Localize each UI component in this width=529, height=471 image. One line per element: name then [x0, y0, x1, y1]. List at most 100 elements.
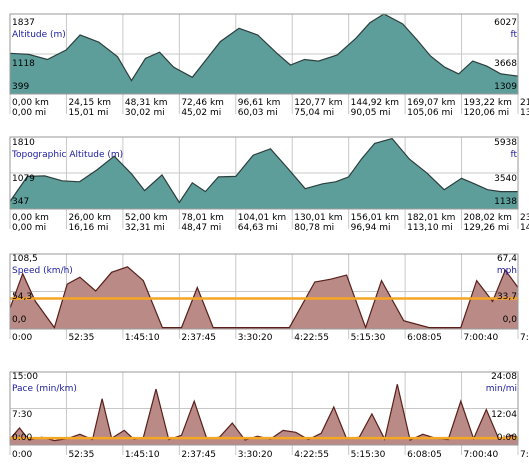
x-tick-label: 3:30:20 — [238, 333, 273, 343]
topo-y-max-right: 5938 — [494, 138, 517, 148]
altitude-y-min-left: 399 — [12, 82, 30, 92]
x-tick-label: 96,94 mi — [351, 223, 391, 233]
x-tick-label: 193,22 km — [464, 98, 512, 108]
x-tick-label: 0,00 km — [12, 98, 49, 108]
x-tick-label: 234,0 — [520, 213, 529, 223]
x-tick-label: 135,0 — [520, 108, 529, 118]
x-tick-label: 5:15:30 — [351, 450, 386, 460]
x-tick-label: 52:35 — [68, 450, 94, 460]
plot-frame — [9, 253, 519, 330]
topographic-altitude-panel: 0,00 km 26,00 km 52,00 km 78,01 km 104,01 km… — [0, 121, 529, 242]
speed-y-min-right: 0,0 — [502, 315, 517, 325]
speed-y-max-right: 67,4 — [496, 254, 517, 264]
x-tick-label: 3:30:20 — [238, 450, 273, 460]
pace-y-max-left: 15:00 — [12, 372, 38, 382]
speed-title: Speed (km/h) — [12, 266, 73, 276]
x-tick-label: 26,00 km — [68, 213, 111, 223]
x-tick-label: 2:37:45 — [181, 450, 216, 460]
pace-panel: 0:00 52:35 1:45:10 2:37:45 3:30:20 4:22:55 5:1… — [0, 357, 529, 471]
x-tick-label: 45,02 mi — [181, 108, 221, 118]
altitude-y-mid-left: 1118 — [12, 59, 35, 69]
x-tick-label: 72,46 km — [181, 98, 224, 108]
x-tick-label: 80,78 mi — [294, 223, 334, 233]
speed-y-min-left: 0,0 — [12, 315, 27, 325]
x-tick-label: 4:22:55 — [294, 450, 329, 460]
x-tick-label: 113,10 mi — [407, 223, 453, 233]
x-tick-label: 145,4 — [520, 223, 529, 233]
altitude-chart: 0,00 km 24,15 km 48,31 km 72,46 km 96,61 km 1… — [9, 13, 529, 118]
x-tick-label: 52,00 km — [125, 213, 168, 223]
x-tick-label: 6:08:05 — [407, 450, 442, 460]
pace-title: Pace (min/km) — [12, 384, 77, 394]
x-tick-label: 1:45:10 — [125, 333, 160, 343]
x-tick-label: 16,16 mi — [68, 223, 108, 233]
altitude-right-unit: ft — [510, 30, 517, 40]
pace-y-mid-right: 12:04 — [491, 410, 517, 420]
x-tick-label: 52:35 — [68, 333, 94, 343]
x-tick-label: 6:08:05 — [407, 333, 442, 343]
topo-y-mid-right: 3540 — [494, 174, 517, 184]
plot-frame — [9, 13, 519, 95]
x-tick-label: 104,01 km — [238, 213, 286, 223]
x-tick-label: 96,61 km — [238, 98, 281, 108]
topo-title: Topographic Altitude (m) — [12, 150, 124, 160]
altitude-y-max-right: 6027 — [494, 18, 517, 28]
series-line — [9, 137, 518, 204]
speed-panel: 0:00 52:35 1:45:10 2:37:45 3:30:20 4:22:55 5:1… — [0, 242, 529, 357]
series-area — [10, 266, 518, 329]
series-area — [10, 138, 518, 209]
x-tick-label: 0:00 — [12, 450, 32, 460]
plot-frame — [9, 136, 519, 210]
pace-chart: 0:00 52:35 1:45:10 2:37:45 3:30:20 4:22:55 5:1… — [9, 371, 529, 460]
x-tick-label: 7:00:40 — [464, 333, 499, 343]
series-line — [9, 266, 519, 330]
x-tick-label: 7:00:40 — [464, 450, 499, 460]
altitude-y-max-left: 1837 — [12, 18, 35, 28]
x-tick-label: 75,04 mi — [294, 108, 334, 118]
pace-y-mid-left: 7:30 — [12, 410, 33, 420]
x-tick-label: 7:53:1 — [520, 333, 529, 343]
pace-right-unit: min/mi — [485, 384, 517, 394]
x-tick-label: 169,07 km — [407, 98, 455, 108]
speed-right-unit: mph — [496, 266, 517, 276]
x-tick-label: 32,31 mi — [125, 223, 165, 233]
x-tick-label: 48,31 km — [125, 98, 168, 108]
x-tick-label: 15,01 mi — [68, 108, 108, 118]
x-tick-label: 24,15 km — [68, 98, 111, 108]
topographic-altitude-chart: 0,00 km 26,00 km 52,00 km 78,01 km 104,01 km… — [9, 136, 529, 233]
series-area — [10, 14, 518, 94]
x-tick-label: 105,06 mi — [407, 108, 453, 118]
x-tick-label: 182,01 km — [407, 213, 455, 223]
pace-y-min-right: 0:00 — [496, 433, 517, 443]
speed-y-max-left: 108,5 — [12, 254, 38, 264]
x-tick-label: 1:45:10 — [125, 450, 160, 460]
speed-y-mid-right: 33,7 — [496, 292, 517, 302]
x-tick-label: 217,3 — [520, 98, 529, 108]
x-tick-label: 30,02 mi — [125, 108, 165, 118]
x-tick-label: 144,92 km — [351, 98, 399, 108]
topo-y-mid-left: 1079 — [12, 174, 35, 184]
x-tick-label: 120,06 mi — [464, 108, 510, 118]
x-tick-label: 2:37:45 — [181, 333, 216, 343]
x-tick-label: 90,05 mi — [351, 108, 391, 118]
topo-right-unit: ft — [510, 150, 517, 160]
x-tick-label: 208,02 km — [464, 213, 512, 223]
x-tick-label: 5:15:30 — [351, 333, 386, 343]
topo-y-min-left: 347 — [12, 197, 30, 207]
pace-y-min-left: 0:00 — [12, 433, 33, 443]
x-tick-label: 78,01 km — [181, 213, 224, 223]
plot-frame — [9, 371, 519, 446]
series-line — [9, 384, 519, 442]
x-tick-label: 156,01 km — [351, 213, 399, 223]
pace-y-max-right: 24:08 — [491, 372, 517, 382]
x-tick-label: 120,77 km — [294, 98, 342, 108]
x-tick-label: 130,01 km — [294, 213, 342, 223]
speed-y-mid-left: 54,3 — [12, 292, 33, 302]
x-tick-label: 0:00 — [12, 333, 32, 343]
topo-y-min-right: 1138 — [494, 197, 517, 207]
x-tick-label: 0,00 km — [12, 213, 49, 223]
x-tick-label: 0,00 mi — [12, 108, 46, 118]
x-tick-label: 64,63 mi — [238, 223, 278, 233]
altitude-y-min-right: 1309 — [494, 82, 517, 92]
x-tick-label: 7:53:1 — [520, 450, 529, 460]
